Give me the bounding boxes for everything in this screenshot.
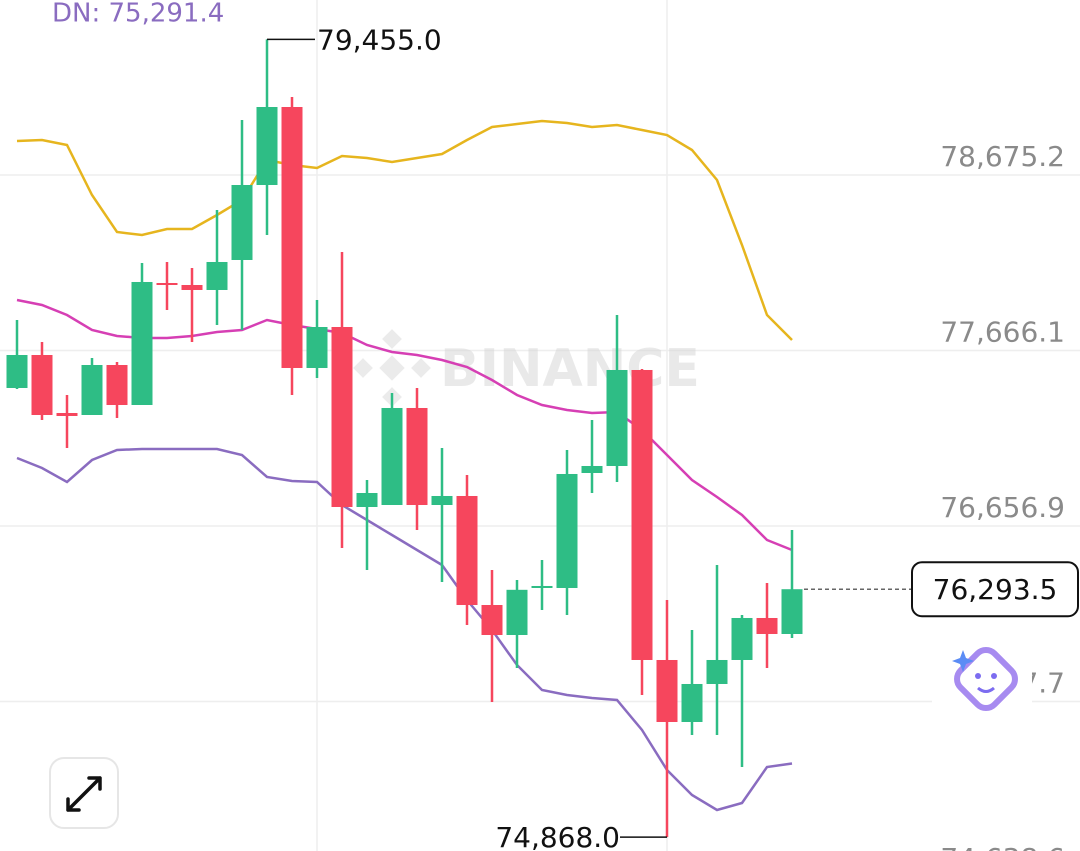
watermark: BINANCE [353, 329, 700, 407]
indicator-label: DN: 75,291.4 [52, 0, 224, 29]
y-tick-label: 78,675.2 [940, 140, 1065, 173]
y-tick-label: 76,656.9 [940, 491, 1065, 524]
candle-body [556, 473, 578, 588]
band-line [16, 447, 793, 812]
candle-body [581, 465, 603, 473]
y-tick-label: 77,666.1 [940, 315, 1065, 348]
candle-body [131, 281, 153, 405]
candle-body [156, 283, 178, 285]
max-label: 79,455.0 [317, 23, 442, 56]
candle-body [456, 495, 478, 605]
candle-body [31, 355, 53, 415]
candle-body [756, 617, 778, 634]
candle-body [6, 355, 28, 388]
candle-body [381, 407, 403, 505]
candles [6, 39, 803, 838]
candle-body [656, 659, 678, 722]
candle-body [206, 261, 228, 290]
annotations: 79,455.0 74,868.0 76,293.5 [267, 23, 1079, 851]
candle-body [106, 365, 128, 405]
candle-body [681, 683, 703, 722]
candle-body [606, 369, 628, 466]
candle-body [356, 493, 378, 507]
candle-body [481, 605, 503, 635]
candle-body [56, 413, 78, 416]
grid [0, 174, 1080, 703]
min-label: 74,868.0 [495, 821, 620, 851]
candle-body [256, 107, 278, 185]
y-axis: 78,675.277,666.176,656.975,647.774,638.6 [940, 140, 1065, 851]
ai-assistant-icon[interactable] [932, 640, 1032, 728]
y-tick-label: 74,638.6 [940, 842, 1065, 851]
band-line [16, 119, 793, 341]
candle-body [431, 495, 453, 505]
candle-body [181, 285, 203, 290]
candle-body [331, 327, 353, 507]
candle-body [531, 585, 553, 588]
candle-body [81, 365, 103, 415]
expand-button[interactable] [49, 757, 119, 829]
candle-body [731, 617, 753, 660]
last-price-label: 76,293.5 [933, 573, 1058, 606]
candle-body [281, 107, 303, 368]
candle-body [706, 659, 728, 684]
last-price-box [911, 561, 1079, 618]
candle-body [306, 327, 328, 368]
candle-body [506, 589, 528, 635]
candle-body [781, 589, 803, 634]
watermark-text: BINANCE [440, 339, 700, 399]
candle-body [406, 407, 428, 505]
candle-body [631, 369, 653, 660]
candle-body [231, 185, 253, 260]
